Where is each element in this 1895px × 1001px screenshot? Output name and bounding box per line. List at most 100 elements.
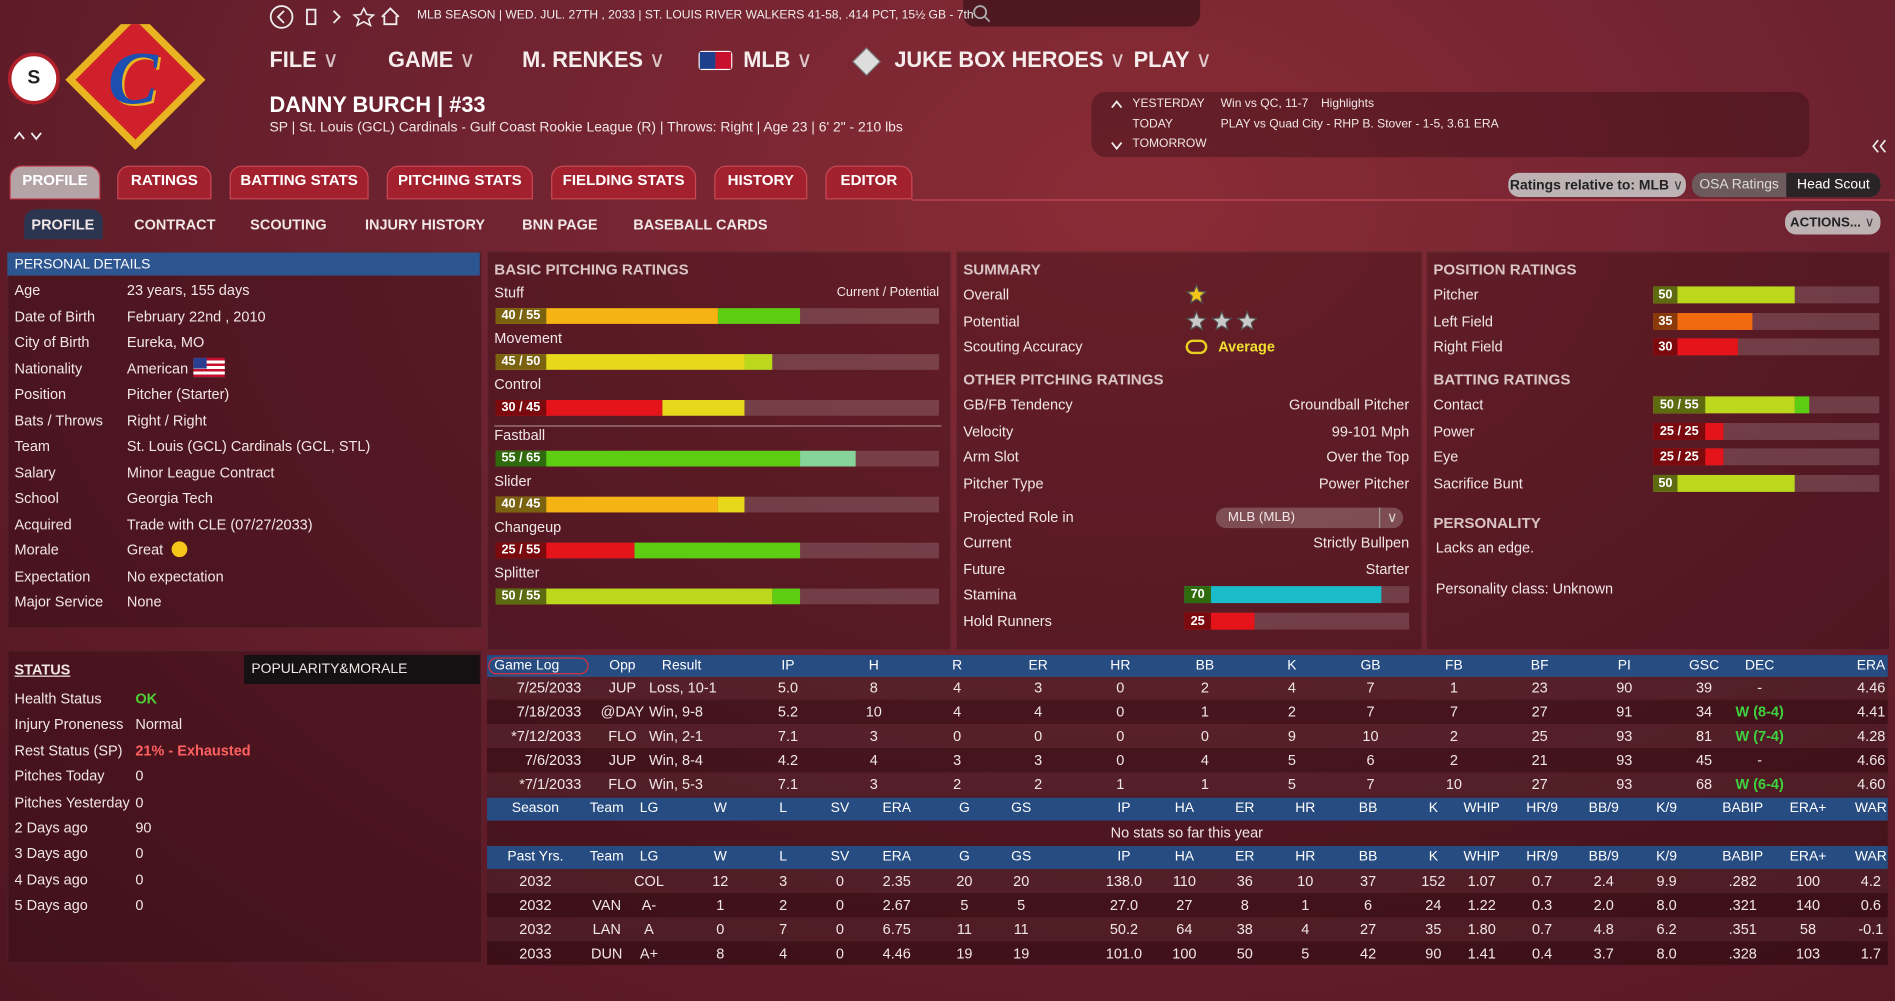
collapse-icon[interactable] [1871,138,1888,155]
past-cell: 2032 [519,872,552,890]
column-header: ER [1235,849,1255,865]
log-cell: 93 [1616,727,1633,745]
tab[interactable] [551,165,697,200]
tab[interactable] [825,165,913,200]
log-cell: 4 [953,679,962,697]
column-header: K [1428,801,1438,816]
accuracy-value: Average [1218,338,1275,356]
source-active[interactable] [1786,172,1881,197]
subtab-label[interactable]: PROFILE [31,216,95,234]
past-row [487,917,1888,942]
log-cell: 1 [1200,775,1209,793]
column-header: HR/9 [1526,801,1558,816]
role-dropdown-label[interactable]: MLB (MLB) [1227,510,1296,525]
tab[interactable] [117,165,212,200]
past-row [487,868,1888,894]
tab[interactable] [714,165,808,200]
season-header [487,797,1888,821]
subtab-label[interactable]: SCOUTING [250,216,327,234]
log-cell: 3 [1034,751,1043,769]
log-cell: W (6-4) [1735,775,1784,793]
tab[interactable] [9,165,101,200]
column-header[interactable]: Game Log [494,658,560,674]
status-label: Rest Status (SP) [14,741,123,759]
past-cell: -0.1 [1858,920,1884,938]
log-cell: 7 [1366,679,1375,697]
past-cell: .321 [1728,896,1757,914]
column-header: Season [511,801,559,816]
game-log-dropdown[interactable] [488,657,589,675]
rating-name: Fastball [494,426,546,444]
column-header: GSC [1688,658,1720,674]
personality-class: Personality class: Unknown [1435,580,1614,598]
tab[interactable] [229,165,369,200]
menu-item[interactable]: MLB [743,48,812,73]
status-value: 21% - Exhausted [135,741,251,759]
menu-item[interactable]: JUKE BOX HEROES [894,48,1125,73]
scout-label[interactable]: Head Scout [1797,177,1870,193]
role-label: Future [963,560,1006,578]
detail-value: 23 years, 155 days [126,281,250,299]
actions-label: ACTIONS... [1790,215,1874,231]
past-cell: 6.2 [1656,920,1677,938]
rating-name: Slider [494,472,532,490]
rating-box [495,587,547,604]
log-cell: 7 [1366,703,1375,721]
subtab-label[interactable]: CONTRACT [134,216,216,234]
menu-item[interactable]: M. RENKES [522,48,665,73]
personal-header [7,252,480,276]
log-cell: 4.28 [1857,727,1886,745]
rating-label: 30 / 45 [501,400,541,415]
menu-item[interactable]: GAME [388,48,475,73]
rating-name: Splitter [494,564,540,582]
search-box[interactable] [963,0,1201,27]
past-cell: A- [641,896,657,914]
detail-value: Minor League Contract [126,463,275,481]
column-header: DEC [1744,658,1775,674]
subtab-active[interactable] [24,209,103,240]
rating-bar [1653,286,1795,304]
subtab-label[interactable]: BASEBALL CARDS [633,216,768,234]
tab[interactable] [386,165,533,200]
detail-label: Expectation [14,567,91,585]
role-dropdown[interactable] [1215,507,1404,529]
log-cell: 7 [1366,775,1375,793]
subtab-label[interactable]: INJURY HISTORY [364,216,486,234]
log-cell: 7/18/2033 [516,703,582,721]
subtab-label[interactable]: BNN PAGE [522,216,598,234]
rating-box [1653,286,1678,304]
past-cell: 27.0 [1109,896,1139,914]
log-cell: 10 [1362,727,1379,745]
column-header: GB [1360,658,1381,674]
log-cell: 10 [1445,775,1462,793]
log-cell: 2 [953,775,962,793]
log-cell: 21 [1531,751,1548,769]
past-cell: 42 [1360,945,1377,963]
log-cell: 5.0 [777,679,799,697]
rating-label: 50 / 55 [1659,397,1699,413]
dropdown-chevron[interactable] [1378,507,1404,529]
log-cell: 4 [1287,679,1296,697]
past-cell: 4.46 [882,945,911,963]
menu-item[interactable]: FILE [270,48,339,73]
column-header: BF [1530,658,1549,674]
nav-icons[interactable] [266,4,411,31]
column-header: LG [639,849,659,865]
star [1236,309,1258,330]
past-cell: 4.8 [1593,920,1614,938]
log-cell: 2 [1287,703,1296,721]
log-cell: 0 [1200,727,1209,745]
rating-box [1653,422,1706,440]
schedule-arrows[interactable] [1109,97,1124,157]
log-cell: 5.2 [777,703,799,721]
tab-label: FIELDING STATS [562,171,685,189]
badge-letter: S [27,67,41,89]
popularity-tab[interactable] [244,655,480,685]
log-cell: 6 [1366,751,1375,769]
past-cell: 140 [1795,896,1821,914]
osa-label[interactable]: OSA Ratings [1699,177,1779,193]
menu-item[interactable]: PLAY [1134,48,1212,73]
popularity-label[interactable]: POPULARITY&MORALE [251,662,408,677]
personal-title: PERSONAL DETAILS [14,257,151,272]
schedule-link[interactable]: Highlights [1320,97,1375,111]
